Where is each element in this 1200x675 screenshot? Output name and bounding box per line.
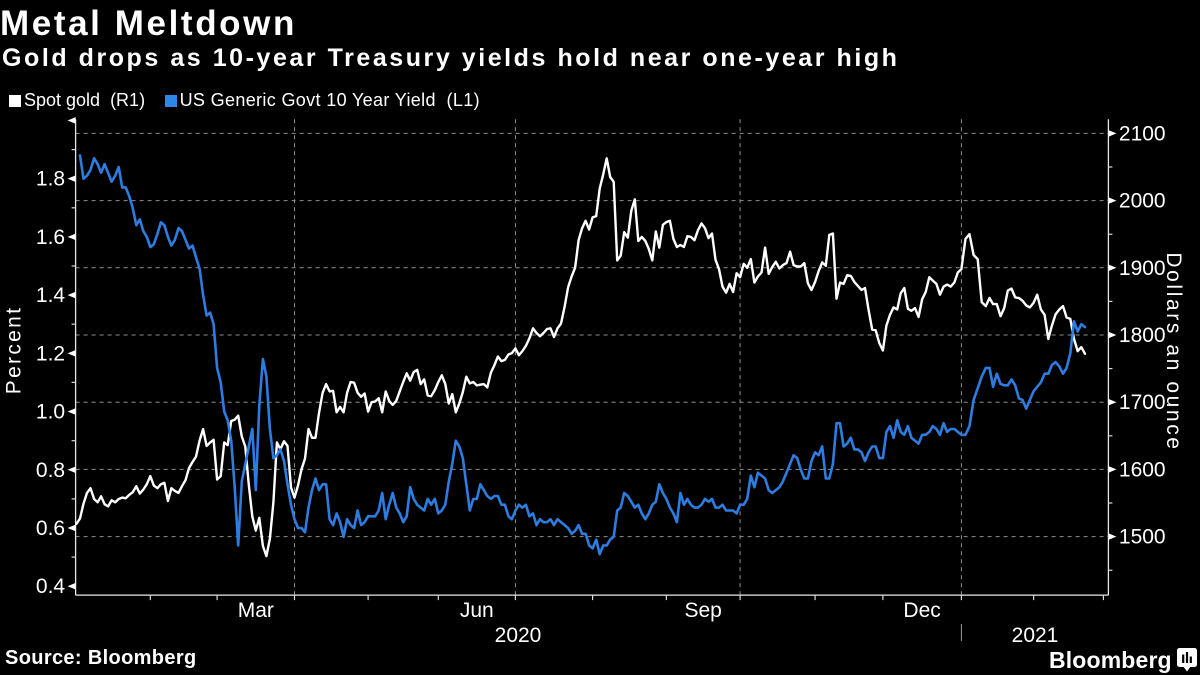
svg-text:0.4: 0.4 [36,575,66,598]
svg-text:1.4: 1.4 [36,284,66,307]
svg-text:1700: 1700 [1119,391,1166,414]
svg-text:2100: 2100 [1119,122,1166,145]
svg-text:2020: 2020 [495,624,542,647]
svg-text:Dollars an ounce: Dollars an ounce [1162,252,1185,451]
svg-text:Sep: Sep [685,599,722,622]
svg-text:1.2: 1.2 [36,342,65,365]
svg-text:2000: 2000 [1119,190,1166,213]
svg-text:Percent: Percent [3,306,26,394]
svg-text:1600: 1600 [1119,458,1166,481]
svg-text:1800: 1800 [1119,324,1166,347]
svg-text:1.6: 1.6 [36,226,65,249]
svg-text:Mar: Mar [238,599,274,622]
svg-text:1.8: 1.8 [36,168,65,191]
svg-text:Dec: Dec [903,599,940,622]
svg-text:0.8: 0.8 [36,459,65,482]
svg-text:0.6: 0.6 [36,517,65,540]
svg-text:1900: 1900 [1119,257,1166,280]
svg-text:1.0: 1.0 [36,401,65,424]
svg-text:Jun: Jun [460,599,494,622]
svg-text:1500: 1500 [1119,526,1166,549]
svg-text:2021: 2021 [1012,624,1059,647]
